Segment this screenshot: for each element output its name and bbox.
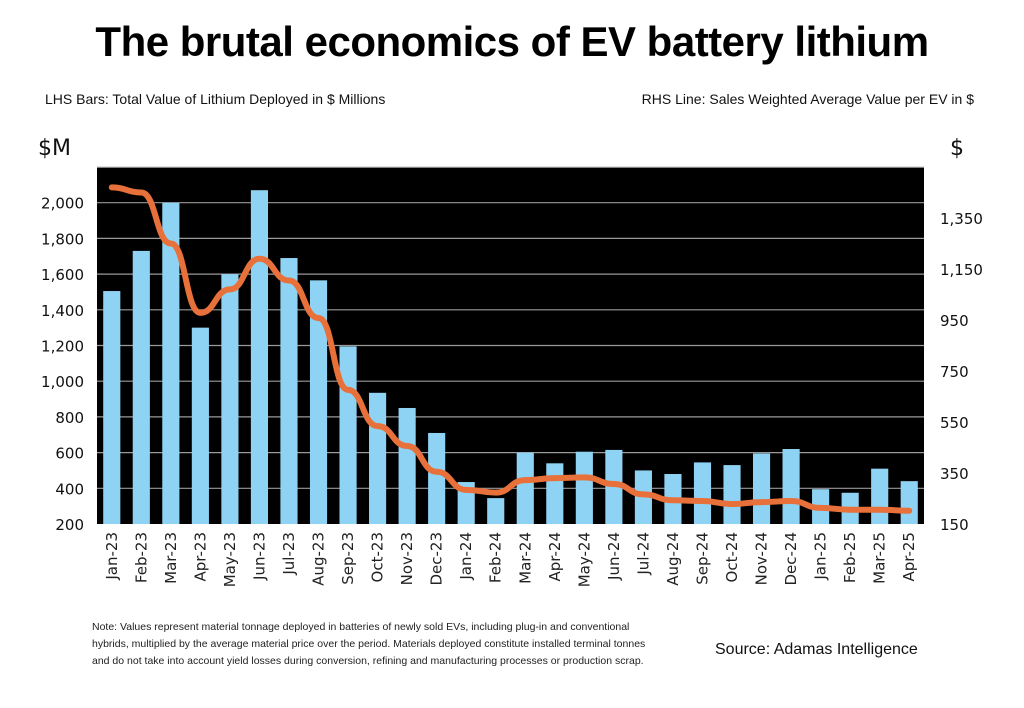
left-tick-label: 600	[55, 445, 84, 463]
x-tick-label: May-24	[575, 532, 593, 587]
x-tick-label: Apr-24	[546, 532, 564, 582]
bar-nov-24	[752, 453, 771, 524]
x-tick-label: Apr-25	[900, 532, 918, 582]
bar-sep-24	[693, 462, 712, 524]
bar-feb-23	[132, 250, 150, 524]
right-tick-label: 550	[940, 414, 969, 432]
footnote: Note: Values represent material tonnage …	[92, 621, 646, 667]
x-tick-label: Jul-23	[280, 532, 298, 576]
x-tick-label: Dec-23	[428, 532, 446, 586]
left-tick-label: 1,200	[41, 338, 84, 356]
x-tick-label: Oct-24	[723, 532, 741, 582]
bar-mar-25	[871, 468, 889, 524]
left-tick-label: 400	[55, 480, 84, 498]
bar-aug-23	[309, 280, 328, 524]
right-tick-label: 1,350	[940, 210, 983, 228]
left-tick-label: 1,400	[41, 302, 84, 320]
left-axis-ticks: 200 400 600 800 1,000 1,200 1,400 1,600 1,800 2,0…	[41, 195, 84, 534]
right-tick-label: 750	[940, 363, 969, 381]
x-tick-label: Jul-24	[634, 532, 652, 576]
x-tick-label: Jan-23	[103, 532, 121, 581]
bar-apr-25	[900, 481, 918, 524]
x-tick-label: Mar-24	[516, 532, 534, 584]
bar-apr-23	[191, 327, 209, 524]
x-tick-label: Mar-25	[871, 532, 889, 584]
x-tick-label: Jun-24	[605, 532, 623, 581]
x-tick-label: May-23	[221, 532, 239, 587]
x-axis-ticks: Jan-23 Feb-23 Mar-23 Apr-23 May-23 Jun-23 Jul-…	[103, 532, 918, 587]
bar-dec-23	[428, 432, 446, 524]
right-axis-description: RHS Line: Sales Weighted Average Value p…	[641, 91, 974, 107]
bar-mar-24	[516, 452, 534, 524]
left-tick-label: 200	[55, 516, 84, 534]
bar-may-24	[575, 451, 593, 524]
left-tick-label: 1,600	[41, 266, 84, 284]
x-tick-label: Feb-23	[132, 532, 150, 583]
x-tick-label: Sep-23	[339, 532, 357, 585]
x-tick-label: Oct-23	[369, 532, 387, 582]
left-tick-label: 2,000	[41, 195, 84, 213]
bar-oct-23	[369, 392, 387, 524]
right-axis-unit: $	[950, 136, 964, 161]
x-tick-label: Feb-25	[841, 532, 859, 583]
bar-jul-23	[280, 258, 298, 524]
x-tick-label: Nov-23	[398, 532, 416, 585]
x-tick-label: Apr-23	[191, 532, 209, 582]
left-axis-description: LHS Bars: Total Value of Lithium Deploye…	[45, 91, 386, 107]
x-tick-label: Feb-24	[487, 532, 505, 583]
right-tick-label: 150	[940, 516, 969, 534]
right-tick-label: 950	[940, 312, 969, 330]
bar-jun-23	[250, 190, 269, 524]
bar-jan-23	[103, 291, 121, 524]
left-tick-label: 1,800	[41, 230, 84, 248]
x-tick-label: Mar-23	[162, 532, 180, 584]
x-tick-label: Jun-23	[250, 532, 268, 581]
bar-may-23	[221, 274, 239, 524]
x-tick-label: Dec-24	[782, 532, 800, 586]
line-series	[108, 184, 913, 514]
right-axis-ticks: 150 350 550 750 950 1,150 1,350	[940, 210, 983, 534]
x-tick-label: Nov-24	[753, 532, 771, 585]
right-tick-label: 350	[940, 465, 969, 483]
bar-nov-23	[398, 407, 416, 524]
bar-oct-24	[723, 465, 741, 524]
left-tick-label: 800	[55, 409, 84, 427]
bar-mar-23	[162, 202, 180, 524]
bar-sep-23	[339, 346, 357, 524]
x-tick-label: Aug-23	[310, 532, 328, 586]
left-axis-unit: $M	[38, 136, 71, 161]
x-tick-label: Jan-25	[812, 532, 830, 581]
chart-title: The brutal economics of EV battery lithi…	[95, 18, 929, 65]
bar-feb-24	[487, 498, 505, 524]
x-tick-label: Sep-24	[693, 532, 711, 585]
left-tick-label: 1,000	[41, 373, 84, 391]
x-tick-label: Aug-24	[664, 532, 682, 586]
right-tick-label: 1,150	[940, 261, 983, 279]
source-label: Source: Adamas Intelligence	[715, 641, 918, 658]
x-tick-label: Jan-24	[457, 532, 475, 581]
bar-apr-24	[546, 463, 564, 524]
bar-dec-24	[782, 449, 800, 524]
